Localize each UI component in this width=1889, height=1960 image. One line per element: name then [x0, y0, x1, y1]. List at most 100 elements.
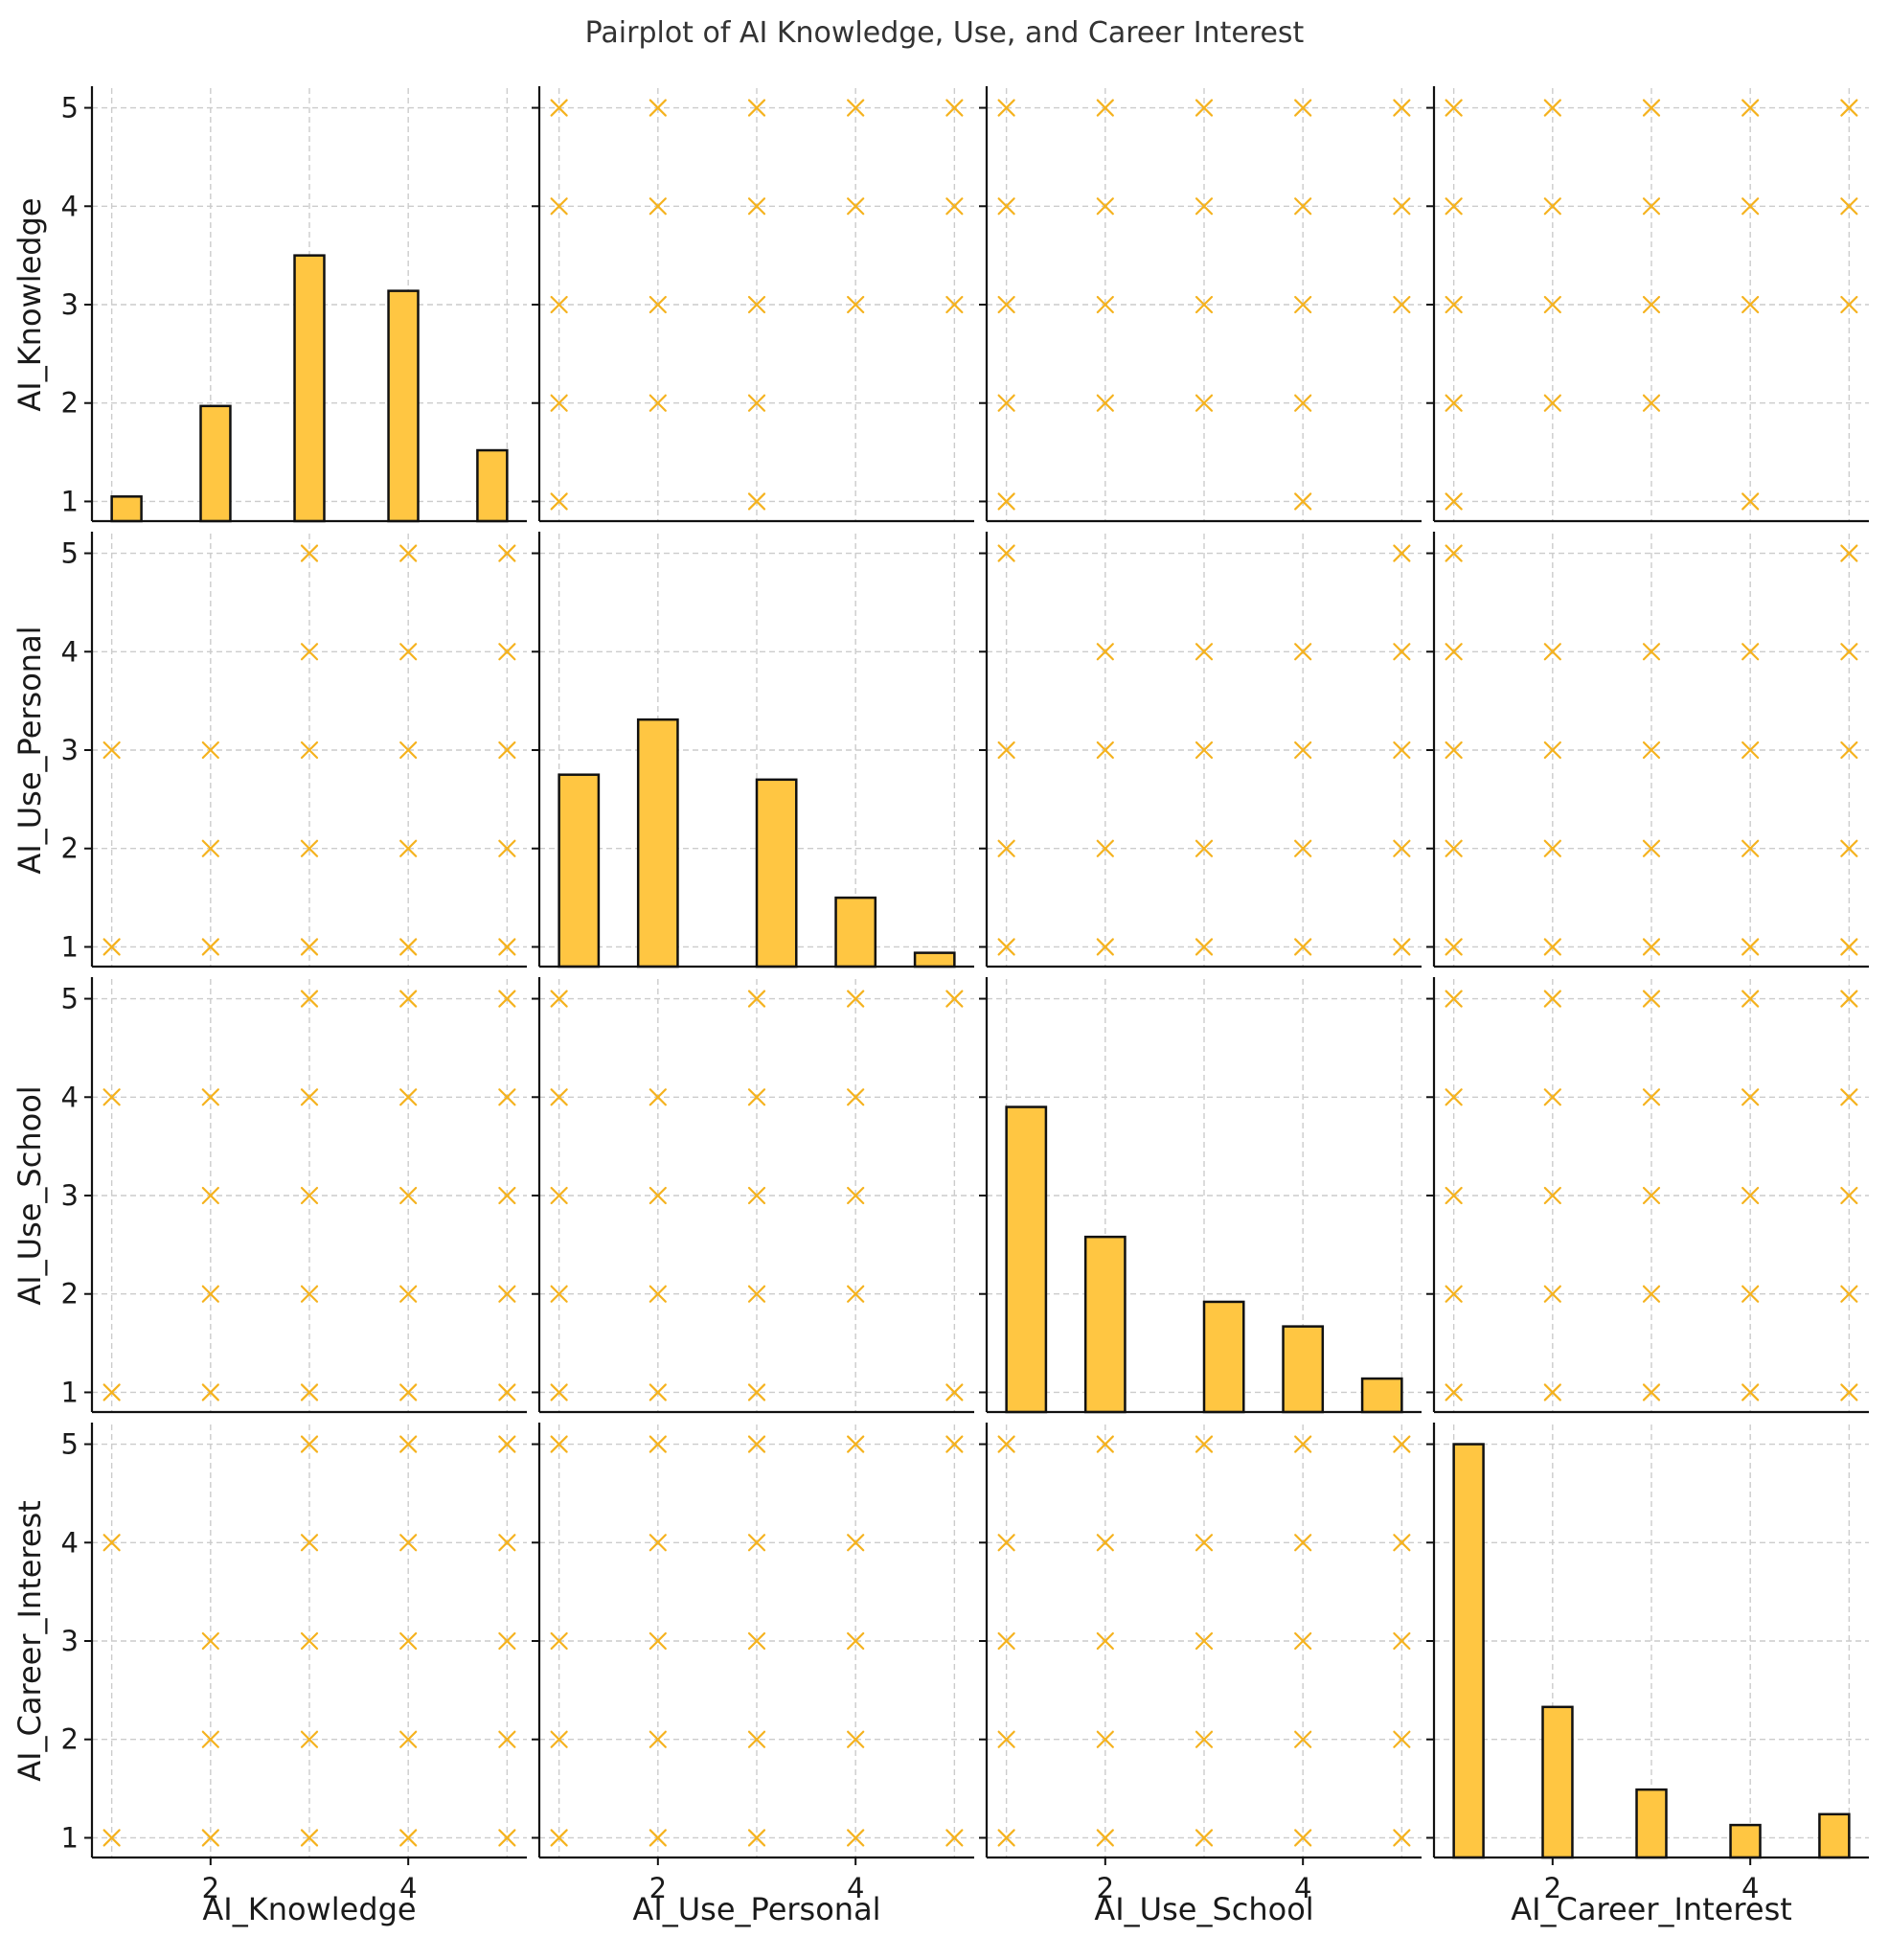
scatter-point — [1840, 643, 1858, 661]
scatter-point — [1294, 643, 1312, 661]
scatter-point — [945, 1383, 964, 1402]
histogram-bar — [1452, 1443, 1485, 1859]
scatter-point — [945, 1435, 964, 1453]
scatter-point — [1741, 99, 1760, 117]
scatter-point — [1393, 938, 1411, 956]
y-tick-label: 3 — [61, 734, 79, 766]
y-axis-label: AI_Use_Personal — [11, 626, 48, 874]
x-tick-label: 4 — [399, 1872, 417, 1904]
scatter-point — [498, 1186, 516, 1205]
scatter-point — [550, 990, 568, 1008]
scatter-point — [1195, 1631, 1214, 1651]
histogram-bar — [1360, 1377, 1403, 1414]
scatter-point — [550, 1829, 568, 1847]
scatter-point — [997, 1534, 1015, 1552]
scatter-point — [1445, 643, 1463, 661]
scatter-point — [1445, 99, 1463, 117]
scatter-point — [1195, 197, 1214, 216]
scatter-point — [1294, 1829, 1312, 1847]
scatter-point — [649, 1435, 667, 1453]
scatter-point — [747, 295, 766, 314]
histogram-bar — [913, 951, 956, 969]
scatter-point — [1096, 295, 1114, 314]
scatter-point — [997, 492, 1015, 511]
scatter-point — [399, 1829, 418, 1847]
scatter-point — [1096, 1435, 1114, 1453]
panel-r2-c2 — [979, 977, 1422, 1414]
y-tick-label: 1 — [61, 930, 79, 963]
histogram-bar — [476, 448, 509, 523]
scatter-point — [300, 938, 319, 956]
scatter-point — [1543, 197, 1561, 216]
scatter-point — [1840, 1285, 1858, 1303]
scatter-point — [1393, 99, 1411, 117]
scatter-point — [997, 1829, 1015, 1847]
scatter-point — [1741, 1285, 1760, 1303]
scatter-point — [1741, 1186, 1760, 1205]
scatter-point — [1393, 741, 1411, 760]
scatter-point — [1096, 839, 1114, 857]
pairplot-panels: 1 2 3 4 5 AI_Knowledge 1 2 3 4 5 AI_Use_Personal 1 2 3… — [11, 86, 1869, 1927]
scatter-point — [1741, 1088, 1760, 1106]
scatter-point — [1195, 643, 1214, 661]
chart-title: Pairplot of AI Knowledge, Use, and Caree… — [585, 16, 1305, 50]
scatter-point — [201, 839, 219, 857]
scatter-point — [649, 1534, 667, 1552]
scatter-point — [747, 1088, 766, 1106]
scatter-point — [1393, 1631, 1411, 1651]
scatter-point — [300, 1186, 319, 1205]
scatter-point — [550, 1383, 568, 1402]
y-tick-label: 3 — [61, 1179, 79, 1212]
scatter-point — [1195, 394, 1214, 412]
scatter-point — [550, 1435, 568, 1453]
scatter-point — [498, 1435, 516, 1453]
scatter-point — [201, 938, 219, 956]
scatter-point — [1393, 544, 1411, 562]
scatter-point — [1445, 1186, 1463, 1205]
scatter-point — [1195, 99, 1214, 117]
scatter-point — [399, 990, 418, 1008]
scatter-point — [1543, 295, 1561, 314]
scatter-point — [1096, 1730, 1114, 1748]
scatter-point — [498, 544, 516, 562]
scatter-point — [300, 1088, 319, 1106]
scatter-point — [747, 1730, 766, 1748]
scatter-point — [550, 197, 568, 216]
scatter-point — [1642, 1186, 1661, 1205]
scatter-point — [498, 1383, 516, 1402]
scatter-point — [1642, 295, 1661, 314]
y-tick-label: 2 — [61, 1278, 79, 1310]
histogram-bar — [558, 773, 601, 969]
scatter-point — [945, 295, 964, 314]
scatter-point — [649, 1829, 667, 1847]
y-tick-label: 1 — [61, 1821, 79, 1854]
scatter-point — [649, 394, 667, 412]
y-tick-label: 4 — [61, 1081, 79, 1113]
panel-r2-c3 — [1426, 977, 1869, 1414]
histogram-bar — [293, 254, 326, 523]
scatter-point — [201, 1285, 219, 1303]
y-axis-label: AI_Use_School — [11, 1085, 48, 1305]
scatter-point — [1543, 643, 1561, 661]
scatter-point — [945, 990, 964, 1008]
y-tick-label: 5 — [61, 537, 79, 570]
x-axis-label: AI_Use_School — [1094, 1891, 1313, 1927]
scatter-point — [1741, 938, 1760, 956]
scatter-point — [1294, 839, 1312, 857]
scatter-point — [1543, 741, 1561, 760]
scatter-point — [1741, 741, 1760, 760]
scatter-point — [997, 741, 1015, 760]
scatter-point — [1840, 544, 1858, 562]
scatter-point — [747, 1383, 766, 1402]
scatter-point — [1840, 1186, 1858, 1205]
scatter-point — [399, 1631, 418, 1651]
scatter-point — [747, 1285, 766, 1303]
scatter-point — [1642, 990, 1661, 1008]
scatter-point — [1445, 1285, 1463, 1303]
scatter-point — [498, 938, 516, 956]
scatter-point — [1543, 990, 1561, 1008]
scatter-point — [550, 1186, 568, 1205]
scatter-point — [747, 1829, 766, 1847]
scatter-point — [1195, 839, 1214, 857]
scatter-point — [1741, 1383, 1760, 1402]
